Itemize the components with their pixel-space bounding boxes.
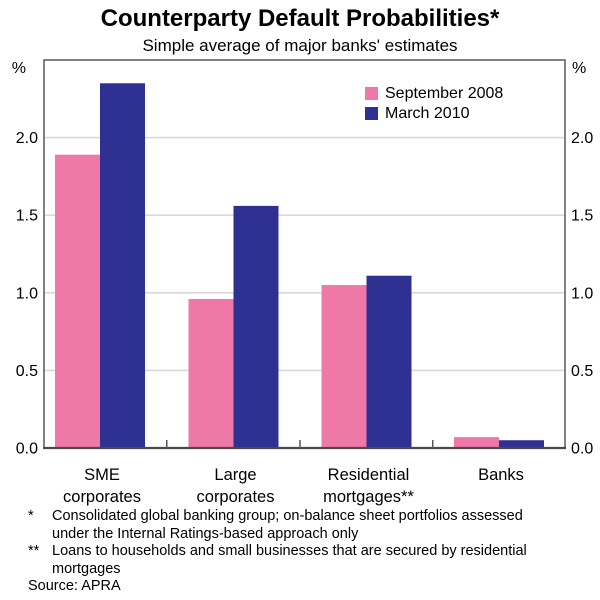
category-label-3-line-0: Banks: [478, 466, 524, 484]
y-tick-label-left-1.0: 1.0: [16, 285, 38, 302]
legend-label: September 2008: [385, 85, 504, 102]
bar-september-2008-2: [321, 285, 367, 448]
bar-chart-plot: 0.0 0.0 0.5 0.5 1.0 1.0 1.5 1.5 2.0 2.0% % SME corpo…: [12, 59, 593, 506]
category-label-1-line-0: Large: [214, 466, 256, 484]
y-tick-label-left-2.0: 2.0: [16, 130, 38, 147]
y-tick-label-right-0.0: 0.0: [571, 441, 593, 458]
bar-september-2008-1: [188, 299, 234, 448]
y-tick-label-right-2.0: 2.0: [571, 130, 593, 147]
footnote-text: Loans to households and small businesses…: [52, 543, 527, 577]
category-label-2-line-1: mortgages**: [323, 488, 414, 506]
footnotes-block: * Consolidated global banking group; on-b…: [28, 508, 590, 596]
y-tick-label-left-1.5: 1.5: [16, 208, 38, 225]
category-label-0-line-1: corporates: [63, 488, 141, 506]
y-tick-label-left-0.0: 0.0: [16, 441, 38, 458]
category-label-1-line-1: corporates: [197, 488, 275, 506]
footnote-text: Consolidated global banking group; on-ba…: [52, 508, 523, 542]
y-axis-unit-right: %: [572, 60, 586, 77]
footnote-1: * Consolidated global banking group; on-b…: [28, 508, 590, 543]
legend-item-march-2010: March 2010: [365, 105, 503, 125]
category-label-0-line-0: SME: [84, 466, 120, 484]
bar-september-2008-3: [454, 437, 499, 448]
y-axis-unit-left: %: [12, 60, 26, 77]
chart-title: Counterparty Default Probabilities*: [100, 5, 500, 32]
y-tick-label-right-1.5: 1.5: [571, 208, 593, 225]
footnote-marker: *: [28, 508, 34, 524]
bar-march-2010-0: [100, 83, 145, 448]
y-tick-label-right-1.0: 1.0: [571, 285, 593, 302]
y-tick-label-left-0.5: 0.5: [16, 363, 38, 380]
chart-subtitle: Simple average of major banks' estimates: [142, 36, 458, 55]
bar-march-2010-2: [366, 275, 412, 448]
bar-march-2010-3: [499, 440, 544, 448]
category-label-2-line-0: Residential: [328, 466, 410, 484]
chart-legend: September 2008 March 2010: [365, 85, 503, 125]
footnote-marker: **: [28, 543, 40, 559]
legend-item-september-2008: September 2008: [365, 85, 503, 105]
legend-label: March 2010: [385, 105, 470, 122]
bar-march-2010-1: [233, 205, 279, 448]
footnote-2: ** Loans to households and small business…: [28, 543, 590, 578]
source-note: Source: APRA: [28, 578, 121, 594]
legend-swatch-march-2010: [365, 107, 378, 120]
legend-swatch-september-2008: [365, 87, 378, 100]
y-tick-label-right-0.5: 0.5: [571, 363, 593, 380]
bar-september-2008-0: [55, 154, 100, 448]
